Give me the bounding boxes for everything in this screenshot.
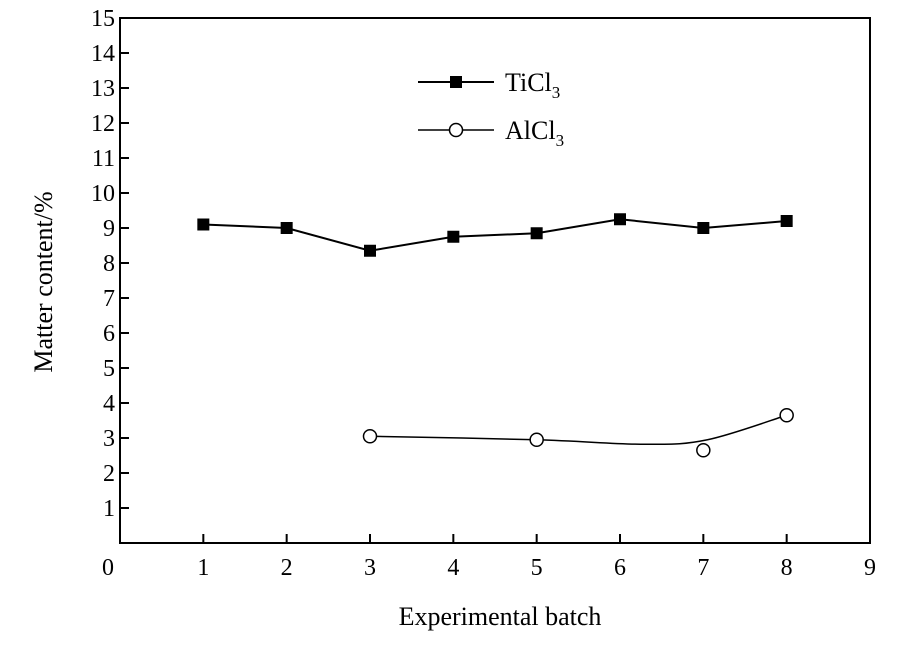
- y-tick-label: 13: [91, 76, 115, 102]
- ticl3-point: [614, 213, 626, 226]
- series-layer: [197, 213, 794, 458]
- legend-label-main: TiCl: [505, 68, 552, 97]
- x-tick-label: 3: [364, 555, 376, 581]
- x-tick-label: 1: [197, 555, 209, 581]
- x-tick-label: 4: [447, 555, 459, 581]
- legend-label: TiCl3: [505, 68, 560, 102]
- legend-square-marker: [450, 76, 462, 88]
- y-tick-label: 9: [103, 216, 115, 242]
- legend-label-main: AlCl: [505, 116, 556, 145]
- y-tick-label: 11: [92, 146, 115, 172]
- legend-label-subscript: 3: [552, 83, 561, 102]
- ticl3-point: [280, 222, 293, 234]
- x-tick-label: 8: [781, 555, 793, 581]
- y-tick-label: 1: [103, 496, 115, 522]
- alcl3-point: [696, 443, 711, 458]
- legend-circle-marker: [448, 122, 464, 138]
- y-tick-label: 15: [91, 6, 115, 32]
- ticl3-point: [197, 218, 210, 231]
- y-tick-label: 6: [103, 321, 115, 347]
- series-alcl3-line: [369, 414, 787, 446]
- y-tick-label: 12: [91, 111, 115, 137]
- legend-label-subscript: 3: [556, 131, 565, 150]
- plot-frame: [119, 17, 871, 544]
- y-tick-label: 10: [91, 181, 115, 207]
- x-tick-label: 2: [281, 555, 293, 581]
- ticl3-point: [780, 215, 793, 227]
- ticl3-point: [530, 227, 543, 240]
- y-tick-label: 2: [103, 461, 115, 487]
- alcl3-point: [362, 429, 378, 444]
- x-tick-label: 5: [531, 555, 543, 581]
- x-axis-title: Experimental batch: [399, 602, 602, 631]
- y-axis-title: Matter content/%: [29, 191, 58, 372]
- y-tick-label: 5: [103, 356, 115, 382]
- ticl3-point: [697, 222, 710, 234]
- y-tick-label: 3: [103, 426, 115, 452]
- ticl3-point: [364, 244, 376, 257]
- alcl3-point: [779, 408, 794, 423]
- x-axis: 0 1 2 3 4 5 6 7 8 9: [102, 534, 876, 581]
- y-tick-label: 7: [103, 286, 115, 312]
- alcl3-point: [529, 432, 544, 447]
- legend-label: AlCl3: [505, 116, 564, 150]
- ticl3-point: [447, 230, 460, 243]
- x-tick-label: 6: [614, 555, 626, 581]
- y-tick-label: 4: [103, 391, 115, 417]
- x-tick-label: 7: [697, 555, 709, 581]
- y-tick-label: 8: [103, 251, 115, 277]
- x-tick-label: 9: [864, 555, 876, 581]
- series-ticl3-line: [203, 218, 787, 252]
- y-tick-label: 14: [91, 41, 115, 67]
- x-tick-label: 0: [102, 555, 114, 581]
